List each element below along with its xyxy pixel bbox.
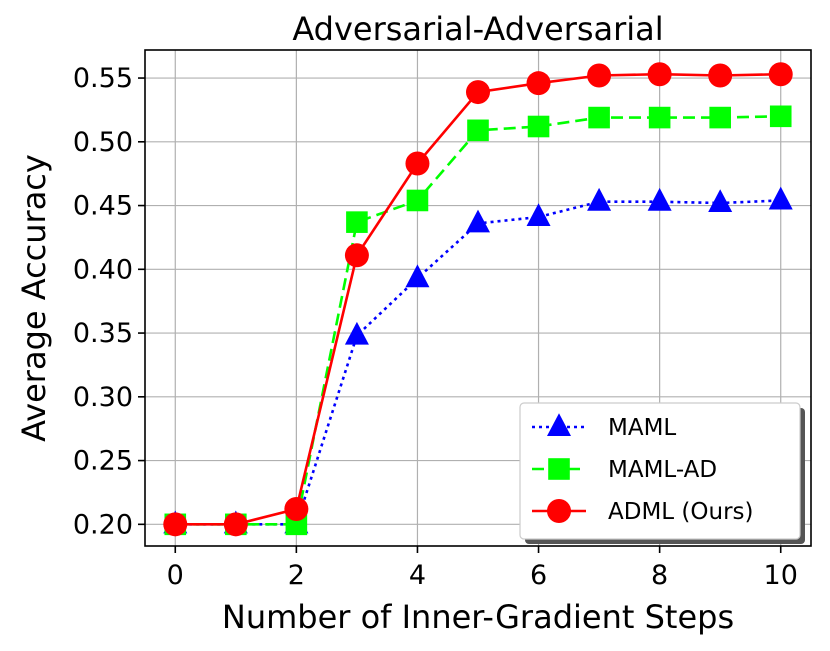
square-marker [406, 189, 429, 212]
y-tick-label: 0.25 [73, 446, 133, 477]
legend-item: MAML-AD [532, 457, 717, 483]
legend-item: ADML (Ours) [532, 499, 753, 525]
circle-marker [466, 80, 490, 105]
legend-label: ADML (Ours) [608, 499, 753, 525]
series-adml-ours [163, 62, 793, 537]
x-tick-label: 0 [167, 560, 184, 591]
plot-frame [144, 49, 812, 547]
axis-ticks: 0 2 4 6 8 10 0.20 0.25 0.30 0.35 0.40 0.45 0.50 0.55 [73, 63, 798, 591]
y-axis-label: Average Accuracy [15, 154, 53, 442]
triangle-marker [344, 321, 369, 345]
triangle-marker [587, 187, 612, 211]
x-tick-label: 8 [651, 560, 668, 591]
circle-marker [708, 63, 733, 88]
y-tick-label: 0.45 [73, 191, 133, 222]
square-marker [467, 119, 489, 142]
square-marker [588, 106, 610, 129]
triangle-marker [405, 264, 430, 288]
circle-marker [284, 497, 309, 522]
chart-title: Adversarial-Adversarial [292, 10, 663, 48]
x-tick-label: 4 [409, 560, 426, 591]
circle-marker [405, 151, 430, 176]
circle-marker [344, 243, 369, 268]
legend-item: MAML [532, 413, 676, 441]
triangle-marker [647, 187, 672, 211]
circle-marker [163, 512, 188, 537]
series-layer [163, 62, 793, 537]
legend: MAML MAML-AD ADML (Ours) [519, 402, 805, 544]
circle-marker [223, 512, 248, 537]
y-tick-label: 0.50 [73, 127, 133, 158]
square-marker [346, 211, 368, 233]
legend-box [519, 402, 801, 540]
x-tick-label: 6 [530, 560, 547, 591]
grid [145, 50, 811, 546]
circle-marker [547, 499, 571, 523]
y-tick-label: 0.20 [73, 509, 133, 540]
legend-label: MAML [608, 415, 676, 441]
y-tick-label: 0.30 [73, 382, 133, 413]
triangle-marker [466, 209, 490, 233]
y-tick-label: 0.40 [73, 254, 133, 285]
circle-marker [647, 62, 672, 87]
circle-marker [526, 71, 551, 96]
triangle-marker [768, 186, 793, 210]
square-marker [548, 458, 570, 480]
y-tick-label: 0.55 [73, 63, 133, 94]
square-marker [527, 115, 550, 138]
y-tick-label: 0.35 [73, 318, 133, 349]
circle-marker [587, 63, 612, 88]
x-tick-label: 2 [288, 560, 305, 591]
triangle-marker [708, 189, 733, 213]
triangle-marker [547, 413, 571, 436]
square-marker [709, 106, 731, 129]
x-tick-label: 10 [764, 560, 798, 591]
legend-label: MAML-AD [608, 457, 717, 483]
x-axis-label: Number of Inner-Gradient Steps [222, 598, 734, 636]
circle-marker [768, 62, 793, 87]
triangle-marker [526, 203, 551, 227]
square-marker [648, 106, 671, 129]
square-marker [769, 105, 792, 128]
